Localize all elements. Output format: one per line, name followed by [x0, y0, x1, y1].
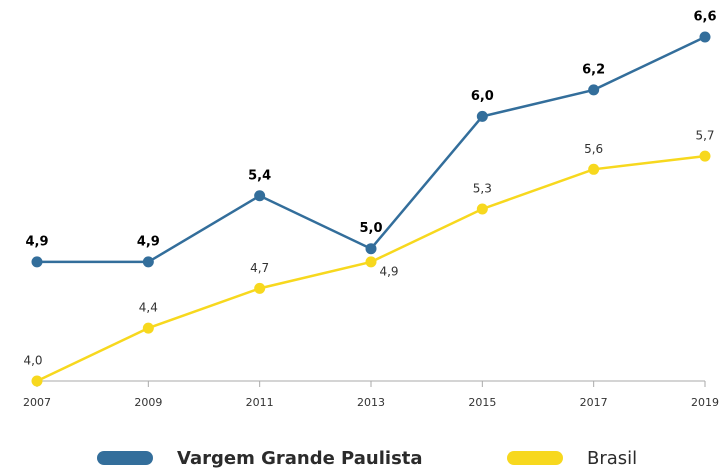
data-label: 6,6 — [693, 10, 716, 25]
legend-swatch — [97, 451, 153, 465]
x-tick-label: 2019 — [691, 396, 719, 409]
point — [254, 282, 266, 294]
data-label: 5,0 — [359, 221, 382, 236]
legend-swatch — [507, 451, 563, 465]
data-label: 4,9 — [379, 264, 398, 278]
data-label: 5,4 — [248, 168, 271, 183]
point — [31, 375, 43, 387]
point — [699, 31, 711, 43]
point — [588, 163, 600, 175]
legend-label: Brasil — [587, 448, 637, 468]
legend-label: Vargem Grande Paulista — [177, 448, 423, 468]
x-tick-label: 2013 — [357, 396, 385, 409]
point — [476, 203, 488, 215]
data-label: 4,0 — [23, 354, 42, 368]
point — [588, 84, 600, 96]
point — [142, 322, 154, 334]
x-tick-label: 2017 — [580, 396, 608, 409]
point — [699, 150, 711, 162]
data-label: 5,3 — [473, 182, 492, 196]
data-label: 5,7 — [695, 129, 714, 143]
point — [254, 190, 266, 202]
data-label: 6,0 — [471, 89, 494, 104]
point — [365, 243, 377, 255]
data-label: 6,2 — [582, 62, 605, 77]
data-label: 4,9 — [25, 234, 48, 249]
line — [36, 154, 706, 383]
x-tick-label: 2009 — [134, 396, 162, 409]
data-label: 4,7 — [250, 261, 269, 275]
data-label: 5,6 — [584, 142, 603, 156]
point — [142, 256, 154, 268]
point — [31, 256, 43, 268]
x-tick-label: 2011 — [246, 396, 274, 409]
point — [476, 110, 488, 122]
point — [365, 256, 377, 268]
data-label: 4,4 — [139, 301, 158, 315]
data-label: 4,9 — [137, 234, 160, 249]
x-tick-label: 2015 — [468, 396, 496, 409]
x-tick-label: 2007 — [23, 396, 51, 409]
